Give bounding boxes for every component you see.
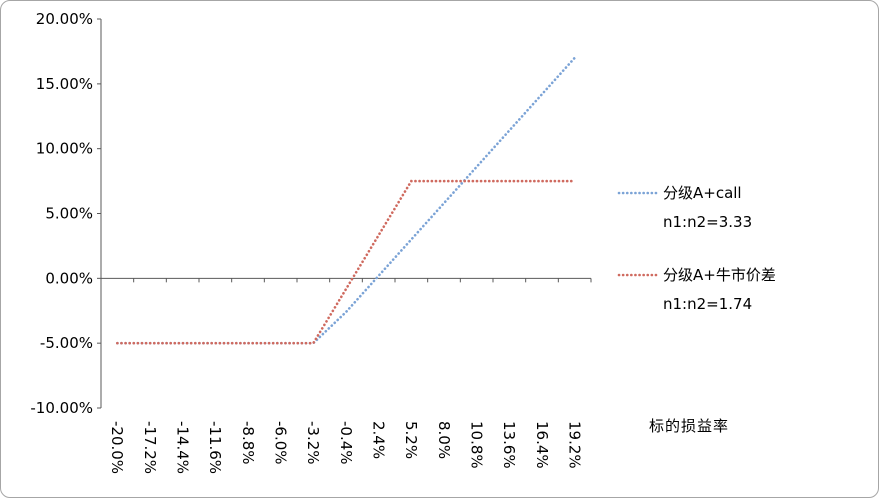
x-tick-label: -8.8% [239,421,257,465]
x-tick-label: -20.0% [108,421,126,474]
y-tick-label: -10.00% [30,399,93,417]
y-tick-label: -5.00% [40,334,93,352]
y-tick-label: 5.00% [45,205,93,223]
x-tick-label: -11.6% [206,421,224,474]
x-tick-label: -17.2% [141,421,159,474]
legend-label-series2: 分级A+牛市价差 [663,266,776,284]
x-tick-label: 8.0% [435,421,453,459]
legend-sublabel-series2: n1:n2=1.74 [663,295,753,313]
x-tick-label: -6.0% [271,421,289,465]
y-tick-label: 15.00% [36,75,93,93]
x-tick-label: -3.2% [304,421,322,465]
series-line-1 [116,56,576,345]
y-tick-label: 0.00% [45,269,93,287]
y-tick-label: 10.00% [36,140,93,158]
legend-item-series2: 分级A+牛市价差 n1:n2=1.74 [663,261,776,319]
y-tick-label: 20.00% [36,10,93,28]
x-tick-label: 5.2% [402,421,420,459]
x-tick-label: 19.2% [565,421,583,469]
x-tick-label: -0.4% [337,421,355,465]
x-tick-label: 16.4% [533,421,551,469]
x-tick-label: 13.6% [500,421,518,469]
x-tick-label: 2.4% [369,421,387,459]
x-tick-label: 10.8% [467,421,485,469]
x-tick-label: -14.4% [173,421,191,474]
legend-label-series1: 分级A+call [663,184,742,202]
legend-sublabel-series1: n1:n2=3.33 [663,213,753,231]
series-line-2 [116,179,576,345]
chart-legend: 分级A+call n1:n2=3.33 分级A+牛市价差 n1:n2=1.74 [663,179,776,343]
x-axis-title: 标的损益率 [649,417,730,435]
legend-item-series1: 分级A+call n1:n2=3.33 [663,179,776,237]
